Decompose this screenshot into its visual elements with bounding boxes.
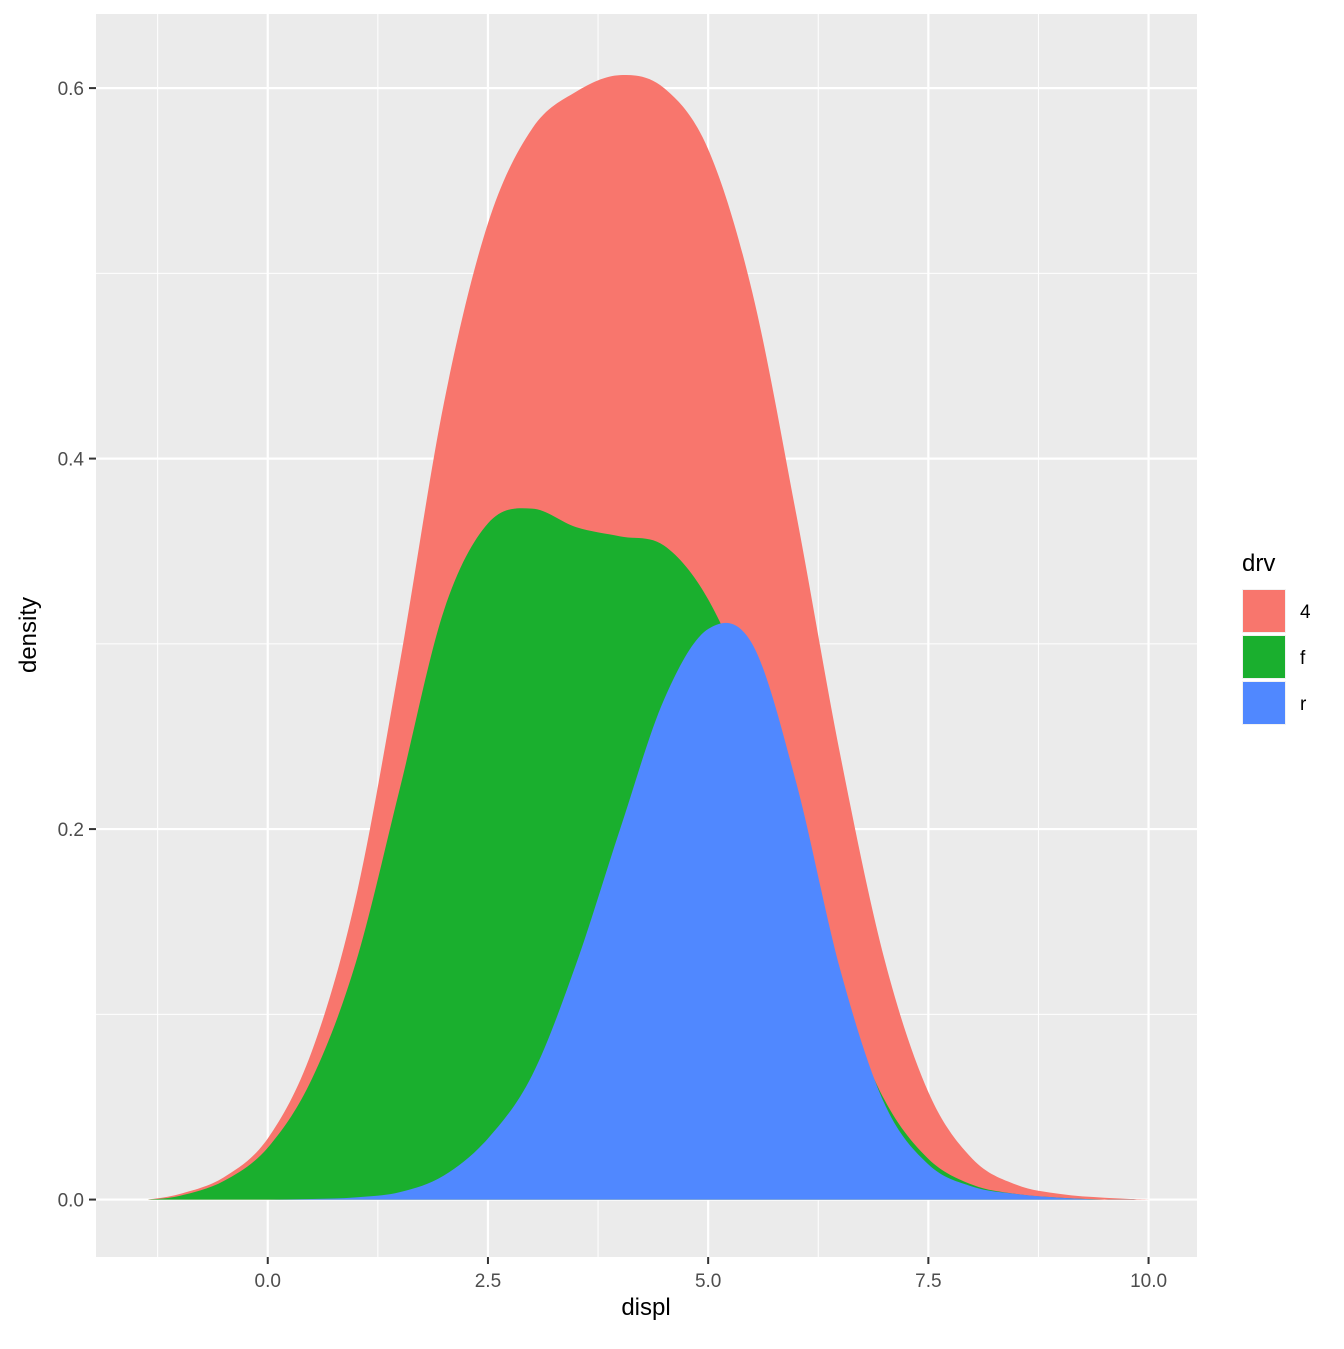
x-tick-label: 5.0 bbox=[695, 1271, 721, 1292]
density-area-r bbox=[147, 622, 1149, 1200]
y-tick-label: 0.4 bbox=[58, 450, 85, 471]
x-axis: 0.0 2.5 5.0 7.5 10.0 bbox=[255, 1257, 1167, 1292]
series-layer bbox=[147, 75, 1149, 1200]
y-axis: 0.0 0.2 0.4 0.6 bbox=[58, 79, 96, 1212]
legend-label-r: r bbox=[1300, 694, 1307, 715]
y-tick-label: 0.2 bbox=[58, 820, 84, 841]
y-axis-title: density bbox=[15, 597, 42, 673]
x-tick-label: 10.0 bbox=[1130, 1271, 1167, 1292]
y-tick-label: 0.0 bbox=[58, 1191, 84, 1212]
x-tick-label: 0.0 bbox=[255, 1271, 281, 1292]
legend-key-swatch-f bbox=[1243, 636, 1285, 678]
x-tick-label: 7.5 bbox=[915, 1271, 941, 1292]
legend-key-swatch-4 bbox=[1243, 590, 1285, 632]
legend-label-f: f bbox=[1300, 648, 1306, 669]
legend-key-swatch-r bbox=[1243, 682, 1285, 724]
legend-title: drv bbox=[1242, 550, 1275, 577]
x-tick-label: 2.5 bbox=[475, 1271, 501, 1292]
x-axis-title: displ bbox=[621, 1294, 670, 1321]
y-tick-label: 0.6 bbox=[58, 79, 84, 100]
legend-label-4: 4 bbox=[1300, 602, 1311, 623]
legend: drv 4 f r bbox=[1242, 550, 1311, 725]
